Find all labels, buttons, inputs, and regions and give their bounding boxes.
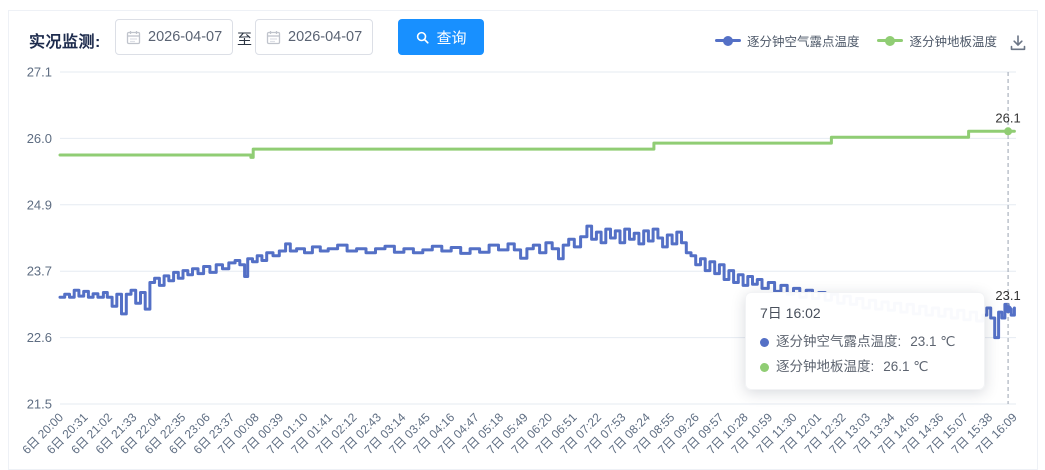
legend-item-dewpoint[interactable]: 逐分钟空气露点温度 — [714, 31, 860, 50]
query-button[interactable]: 查询 — [398, 19, 484, 55]
query-button-label: 查询 — [436, 29, 467, 47]
calendar-icon — [126, 30, 141, 45]
legend-item-floor[interactable]: 逐分钟地板温度 — [877, 31, 997, 50]
tooltip-timestamp: 7日 16:02 — [760, 305, 821, 321]
series-dot-icon — [760, 337, 769, 347]
series-dot-icon — [760, 362, 769, 372]
line-dot-marker-icon — [877, 35, 904, 46]
chart-panel: 实况监测: 2026-04-07 至 2026-04-07 查询 — [8, 10, 1038, 470]
chart-legend: 逐分钟空气露点温度 逐分钟地板温度 — [714, 31, 997, 50]
tooltip-series-value: 23.1 ℃ — [910, 334, 956, 349]
chart-tooltip: 7日 16:02 逐分钟空气露点温度: 23.1 ℃ 逐分钟地板温度: 26.1… — [745, 292, 985, 390]
date-from-value: 2026-04-07 — [148, 29, 223, 45]
tooltip-series-value: 26.1 ℃ — [883, 358, 929, 374]
date-to-value: 2026-04-07 — [288, 29, 363, 45]
line-dot-marker-icon — [714, 35, 741, 46]
tooltip-series-label: 逐分钟地板温度: — [776, 358, 875, 374]
tooltip-row-floor: 逐分钟地板温度: 26.1 ℃ — [760, 355, 970, 380]
date-from-input[interactable]: 2026-04-07 — [115, 19, 233, 55]
date-to-input[interactable]: 2026-04-07 — [255, 19, 373, 55]
calendar-icon — [266, 30, 281, 45]
legend-label: 逐分钟空气露点温度 — [746, 35, 860, 49]
legend-label: 逐分钟地板温度 — [909, 35, 997, 49]
download-icon[interactable] — [1007, 33, 1029, 55]
date-range-to-label: 至 — [237, 31, 253, 48]
page-title: 实况监测: — [29, 34, 101, 51]
tooltip-series-label: 逐分钟空气露点温度: — [776, 334, 902, 349]
search-icon — [415, 30, 430, 45]
tooltip-row-dewpoint: 逐分钟空气露点温度: 23.1 ℃ — [760, 330, 970, 355]
